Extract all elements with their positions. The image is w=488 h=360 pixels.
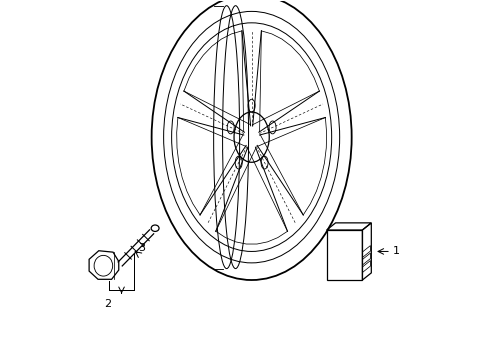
Text: 3: 3 (138, 243, 145, 253)
Text: 2: 2 (104, 299, 111, 309)
Text: 1: 1 (392, 247, 399, 256)
